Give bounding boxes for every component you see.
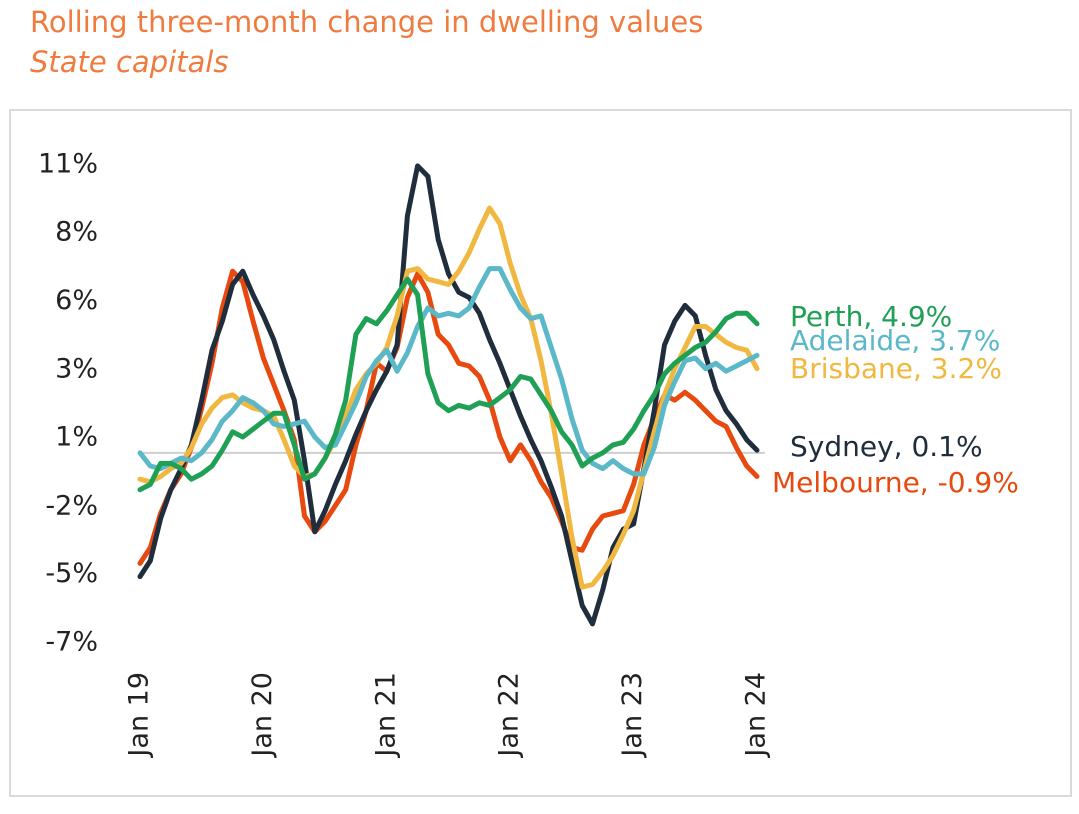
chart-title: Rolling three-month change in dwelling v… (30, 5, 703, 39)
y-tick-label: 8% (55, 217, 98, 248)
y-tick-label: -7% (45, 627, 98, 658)
series-end-label: Brisbane, 3.2% (790, 352, 1002, 385)
y-tick-label: -5% (45, 558, 98, 589)
series-line (137, 163, 760, 627)
series-line (137, 276, 760, 493)
x-tick-label: Jan 22 (494, 672, 525, 759)
x-tick-label: Jan 20 (247, 672, 278, 759)
y-tick-label: 1% (55, 421, 98, 452)
x-tick-label: Jan 19 (124, 672, 155, 759)
series-end-label: Adelaide, 3.7% (790, 324, 1000, 357)
chart-frame (9, 109, 1072, 797)
series-end-label: Perth, 4.9% (790, 300, 952, 333)
y-tick-label: 6% (55, 285, 98, 316)
y-tick-label: 3% (55, 353, 98, 384)
y-tick-label: -2% (45, 490, 98, 521)
x-tick-label: Jan 21 (370, 672, 401, 759)
series-line (137, 266, 760, 477)
series-end-label: Melbourne, -0.9% (772, 466, 1019, 499)
y-tick-label: 11% (38, 149, 98, 180)
chart-subtitle: State capitals (30, 45, 228, 79)
series-line (137, 205, 760, 590)
x-tick-label: Jan 24 (741, 672, 772, 759)
x-tick-label: Jan 23 (617, 672, 648, 759)
series-end-label: Sydney, 0.1% (790, 430, 983, 463)
